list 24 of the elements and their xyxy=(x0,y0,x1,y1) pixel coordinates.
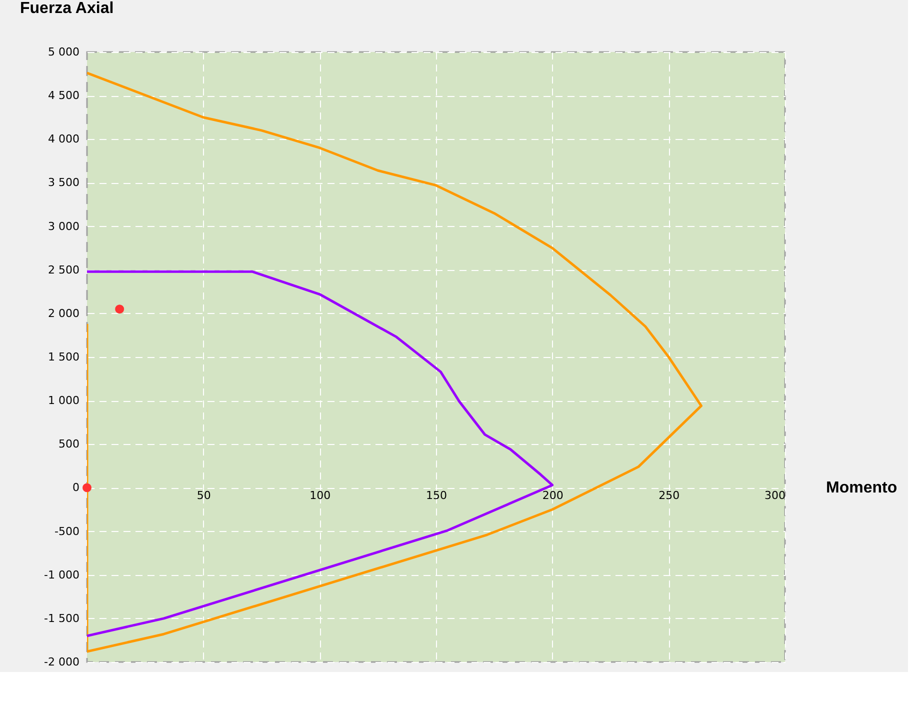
y-tick-label: -2 000 xyxy=(44,656,80,668)
y-tick-label: -1 500 xyxy=(44,612,80,625)
y-tick-label: 2 500 xyxy=(48,263,80,276)
y-tick-label: 0 xyxy=(72,481,80,494)
x-tick-label: 100 xyxy=(310,489,331,502)
x-axis-title: Momento xyxy=(826,480,898,497)
y-axis-title: Fuerza Axial xyxy=(20,0,114,17)
y-tick-label: 3 000 xyxy=(48,220,80,233)
y-tick-label: 3 500 xyxy=(48,176,80,190)
y-tick-label: 5 000 xyxy=(48,46,80,58)
y-tick-label: 4 500 xyxy=(48,89,80,102)
x-tick-label: 50 xyxy=(196,489,211,502)
x-tick-label: 150 xyxy=(426,489,447,502)
x-tick-label: 300 xyxy=(764,489,786,502)
y-tick-label: 1 500 xyxy=(48,350,80,364)
y-tick-label: -500 xyxy=(54,524,80,538)
x-tick-label: 250 xyxy=(658,489,680,502)
y-tick-label: 4 000 xyxy=(48,132,80,146)
y-tick-label: 500 xyxy=(58,438,80,451)
line-series xyxy=(87,72,702,653)
y-tick-label: -1 000 xyxy=(44,568,80,582)
x-tick-label: 200 xyxy=(542,489,564,502)
y-tick-label: 2 000 xyxy=(48,306,80,320)
y-tick-label: 1 000 xyxy=(48,394,80,408)
